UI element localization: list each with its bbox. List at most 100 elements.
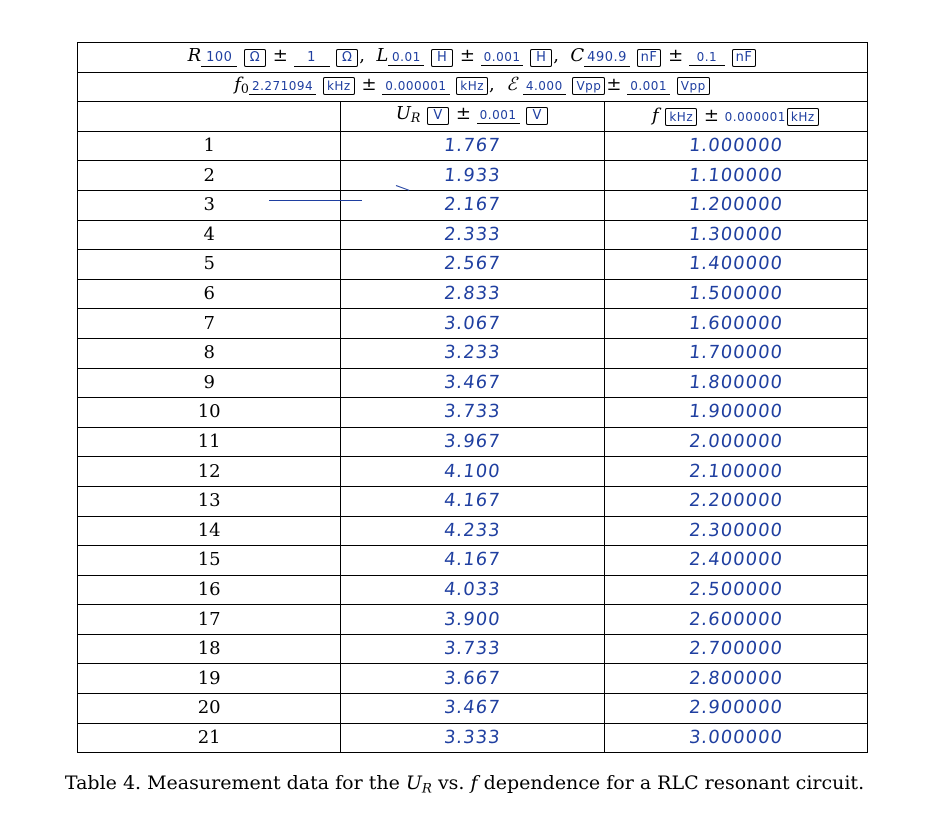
table-row: 6 2.833 1.500000 (76, 278, 869, 310)
r-symbol: R (187, 45, 202, 67)
l-uncertainty-unit: H (530, 49, 553, 68)
table-row: 7 3.067 1.600000 (76, 308, 869, 339)
f-value: 2.200000 (687, 490, 784, 512)
caption-prefix: Table 4. Measurement data for the (64, 772, 406, 794)
ur-value: 3.733 (443, 638, 502, 660)
ur-value: 1.767 (443, 135, 502, 157)
ur-value: 2.567 (443, 253, 502, 275)
pen-stroke (269, 200, 362, 201)
row-index: 4 (76, 219, 342, 251)
f-cell: 2.600000 (603, 604, 869, 635)
f-value: 2.700000 (687, 638, 784, 660)
ur-value: 4.167 (443, 490, 502, 512)
f-value: 2.300000 (687, 519, 784, 541)
f-cell: 1.200000 (603, 189, 869, 221)
row-index: 3 (76, 189, 342, 221)
row-index: 20 (76, 693, 342, 724)
ur-cell: 2.333 (340, 219, 605, 251)
header-cell-index (76, 101, 342, 132)
f-value: 1.400000 (687, 253, 784, 275)
ur-unit: V (427, 107, 450, 126)
caption-suffix: dependence for a RLC resonant circuit. (477, 772, 865, 794)
table-row: 18 3.733 2.700000 (76, 633, 869, 665)
f-unit: kHz (665, 107, 698, 126)
row-index: 6 (76, 278, 342, 310)
ur-value: 3.467 (443, 697, 502, 719)
r-uncertainty: 1 (293, 50, 330, 68)
table-row: 15 4.167 2.400000 (76, 545, 869, 576)
r-uncertainty-unit: Ω (336, 49, 359, 68)
l-symbol: L (376, 45, 389, 67)
f-value: 2.500000 (687, 578, 784, 600)
row-index: 15 (76, 545, 342, 576)
c-value: 490.9 (584, 50, 630, 68)
ur-value: 2.167 (443, 194, 502, 216)
f-value: 1.700000 (687, 342, 784, 364)
ur-cell: 4.100 (340, 456, 605, 487)
ur-value: 2.333 (443, 223, 502, 245)
emf-symbol: ℰ (506, 73, 518, 95)
header-row-rlc: R 100 Ω ± 1 Ω, L 0.01 H ± 0.001 H, C 490.9 … (77, 42, 868, 73)
table-row: 5 2.567 1.400000 (76, 249, 869, 280)
header-cell-rlc: R 100 Ω ± 1 Ω, L 0.01 H ± 0.001 H, C 490.9 … (77, 42, 868, 73)
f-cell: 3.000000 (603, 722, 869, 754)
ur-value: 3.467 (443, 371, 502, 393)
header-cell-f: f kHz ± 0.000001 kHz (603, 101, 869, 132)
f-cell: 1.500000 (603, 278, 869, 310)
table-row: 8 3.233 1.700000 (76, 337, 869, 369)
header-cell-ur: UR V ± 0.001 V (340, 101, 605, 132)
f-value: 2.900000 (687, 697, 784, 719)
row-index: 1 (76, 130, 342, 162)
c-symbol: C (570, 45, 585, 67)
r-value: 100 (201, 50, 238, 68)
f-uncertainty-unit: kHz (786, 107, 819, 126)
c-uncertainty-unit: nF (731, 49, 757, 68)
ur-value: 3.667 (443, 667, 502, 689)
table-row: 16 4.033 2.500000 (76, 574, 869, 606)
ur-cell: 3.467 (340, 367, 605, 399)
table-row: 1 1.767 1.000000 (76, 130, 869, 162)
f-value: 3.000000 (687, 726, 784, 748)
f-cell: 1.900000 (603, 397, 869, 428)
table-row: 10 3.733 1.900000 (76, 397, 869, 428)
f0-value: 2.271094 (248, 78, 317, 95)
row-index: 2 (76, 160, 342, 191)
row-index: 5 (76, 249, 342, 280)
row-index: 19 (76, 663, 342, 695)
ur-uncertainty-unit: V (526, 107, 549, 126)
ur-cell: 3.333 (340, 722, 605, 754)
row-index: 21 (76, 722, 342, 754)
f-cell: 1.000000 (603, 130, 869, 162)
ur-value: 1.933 (443, 164, 502, 186)
row-index: 10 (76, 397, 342, 428)
ur-cell: 2.167 (340, 189, 605, 221)
f-value: 2.100000 (687, 460, 784, 482)
l-value: 0.01 (388, 49, 425, 67)
ur-cell: 3.900 (340, 604, 605, 635)
table-row: 9 3.467 1.800000 (76, 367, 869, 399)
emf-uncertainty: 0.001 (627, 78, 671, 95)
table-caption: Table 4. Measurement data for the UR vs.… (0, 772, 929, 796)
f-cell: 2.400000 (603, 545, 869, 576)
f-cell: 2.300000 (603, 515, 869, 547)
table-row: 21 3.333 3.000000 (76, 722, 869, 754)
r-unit: Ω (243, 49, 266, 68)
caption-middle: vs. (431, 772, 471, 794)
row-index: 17 (76, 604, 342, 635)
f-value: 1.800000 (687, 371, 784, 393)
ur-cell: 2.567 (340, 249, 605, 280)
f-cell: 2.000000 (603, 426, 869, 458)
f-value: 1.300000 (687, 223, 784, 245)
ur-symbol: U (395, 103, 411, 125)
f-cell: 1.100000 (603, 160, 869, 191)
f-value: 1.200000 (687, 194, 784, 216)
f-value: 1.600000 (687, 312, 784, 334)
f-cell: 2.500000 (603, 574, 869, 606)
f-cell: 1.400000 (603, 249, 869, 280)
table-row: 19 3.667 2.800000 (76, 663, 869, 695)
ur-cell: 1.767 (340, 130, 605, 162)
f0-symbol: f (234, 73, 241, 95)
f0-uncertainty-unit: kHz (456, 76, 489, 95)
f-cell: 2.700000 (603, 633, 869, 665)
